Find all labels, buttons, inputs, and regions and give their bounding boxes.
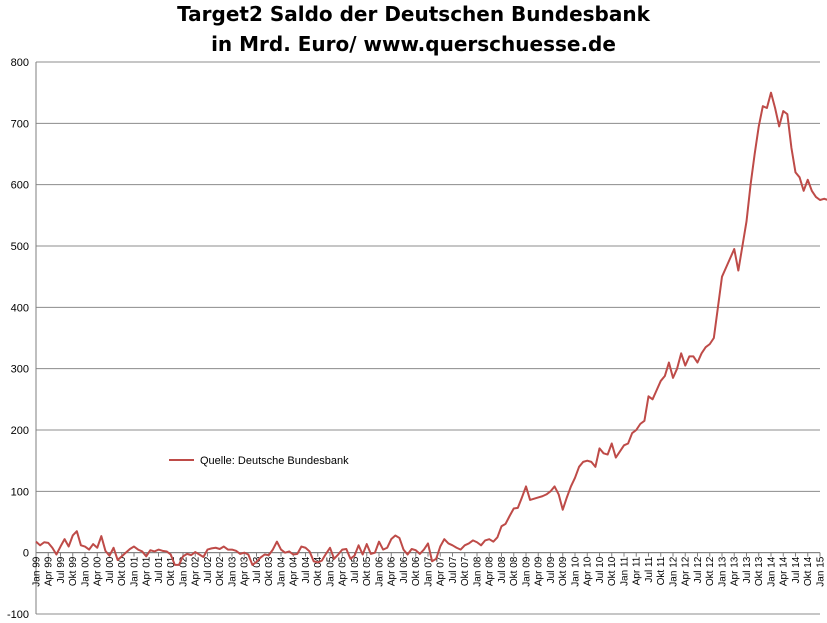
x-tick-label: Okt 11 [656, 556, 667, 585]
x-tick-label: Apr 09 [534, 556, 545, 586]
x-tick-label: Jul 12 [693, 556, 704, 583]
x-tick-label: Jul 05 [350, 556, 361, 583]
x-tick-label: Okt 99 [68, 556, 79, 586]
x-tick-label: Okt 08 [509, 556, 520, 586]
y-tick-label: 200 [11, 425, 29, 437]
x-tick-label: Jan 15 [816, 556, 827, 586]
x-tick-label: Okt 07 [460, 556, 471, 586]
x-tick-label: Apr 03 [240, 556, 251, 586]
y-tick-label: 400 [11, 302, 29, 314]
x-tick-label: Jul 06 [399, 556, 410, 583]
y-tick-label: 100 [11, 486, 29, 498]
x-tick-label: Jul 00 [105, 556, 116, 583]
x-tick-label: Jul 09 [546, 556, 557, 583]
x-tick-label: Jan 10 [571, 556, 582, 586]
x-tick-label: Jul 08 [497, 556, 508, 583]
x-tick-label: Jul 04 [301, 556, 312, 583]
x-tick-label: Apr 11 [632, 556, 643, 585]
x-tick-label: Jul 02 [203, 556, 214, 583]
x-tick-label: Jul 99 [56, 556, 67, 583]
legend-label: Quelle: Deutsche Bundesbank [200, 455, 349, 467]
chart-title: Target2 Saldo der Deutschen Bundesbank [177, 2, 650, 26]
x-tick-label: Okt 14 [803, 556, 814, 586]
x-tick-label: Okt 13 [754, 556, 765, 586]
y-tick-label: 300 [11, 364, 29, 376]
x-tick-label: Jan 08 [473, 556, 484, 586]
x-tick-label: Apr 06 [387, 556, 398, 586]
x-tick-label: Jan 01 [130, 556, 141, 586]
legend: Quelle: Deutsche Bundesbank [169, 455, 349, 467]
x-tick-label: Okt 09 [558, 556, 569, 586]
y-axis-tick-labels: -100 0 100 200 300 400 500 600 700 800 [7, 57, 29, 621]
x-tick-label: Apr 07 [436, 556, 447, 586]
x-tick-label: Okt 12 [705, 556, 716, 586]
x-tick-label: Jan 09 [522, 556, 533, 586]
x-tick-label: Jan 14 [767, 556, 778, 586]
y-tick-label: 0 [23, 548, 29, 560]
y-tick-label: -100 [7, 609, 29, 621]
x-tick-label: Okt 10 [607, 556, 618, 586]
gridlines [36, 61, 820, 615]
x-tick-label: Jan 13 [718, 556, 729, 586]
x-tick-label: Apr 10 [583, 556, 594, 586]
y-tick-label: 700 [11, 118, 29, 130]
x-tick-label: Jan 99 [32, 556, 43, 586]
x-tick-label: Jul 13 [742, 556, 753, 583]
x-tick-label: Jan 02 [179, 556, 190, 586]
x-tick-label: Apr 13 [730, 556, 741, 586]
x-axis-tick-labels: Jan 99 Apr 99 Jul 99 Okt 99 Jan 00 Apr 00 Jul … [32, 556, 827, 586]
x-tick-label: Apr 02 [191, 556, 202, 586]
x-tick-label: Apr 04 [289, 556, 300, 586]
y-tick-label: 600 [11, 180, 29, 192]
x-tick-label: Okt 02 [215, 556, 226, 586]
x-tick-label: Apr 01 [142, 556, 153, 586]
x-tick-label: Apr 99 [44, 556, 55, 586]
x-tick-label: Okt 05 [362, 556, 373, 586]
x-tick-label: Okt 03 [264, 556, 275, 586]
x-tick-label: Jan 03 [228, 556, 239, 586]
x-tick-label: Jul 10 [595, 556, 606, 583]
x-tick-label: Apr 12 [681, 556, 692, 586]
chart-subtitle: in Mrd. Euro/ www.querschuesse.de [211, 32, 616, 56]
x-tick-label: Jul 01 [154, 556, 165, 583]
y-tick-label: 500 [11, 241, 29, 253]
x-tick-label: Apr 00 [93, 556, 104, 586]
y-tick-label: 800 [11, 57, 29, 69]
x-tick-label: Jan 06 [375, 556, 386, 586]
x-tick-label: Jan 11 [620, 556, 631, 586]
x-tick-label: Okt 04 [313, 556, 324, 586]
axes [35, 62, 821, 614]
x-tick-label: Jul 07 [448, 556, 459, 583]
x-tick-label: Okt 06 [411, 556, 422, 586]
x-tick-label: Apr 14 [779, 556, 790, 586]
series-layer [35, 91, 827, 566]
x-tick-label: Jan 04 [277, 556, 288, 586]
series-line-0 [35, 91, 827, 566]
x-tick-label: Jan 12 [669, 556, 680, 586]
x-tick-label: Jul 14 [791, 556, 802, 583]
x-tick-label: Jul 03 [252, 556, 263, 583]
x-tick-label: Jan 00 [81, 556, 92, 586]
x-tick-label: Jan 07 [424, 556, 435, 586]
x-tick-label: Okt 01 [166, 556, 177, 586]
x-tick-label: Jul 11 [644, 556, 655, 582]
x-tick-label: Apr 08 [485, 556, 496, 586]
x-tick-label: Jan 05 [326, 556, 337, 586]
x-tick-label: Okt 00 [117, 556, 128, 586]
x-tick-label: Apr 05 [338, 556, 349, 586]
